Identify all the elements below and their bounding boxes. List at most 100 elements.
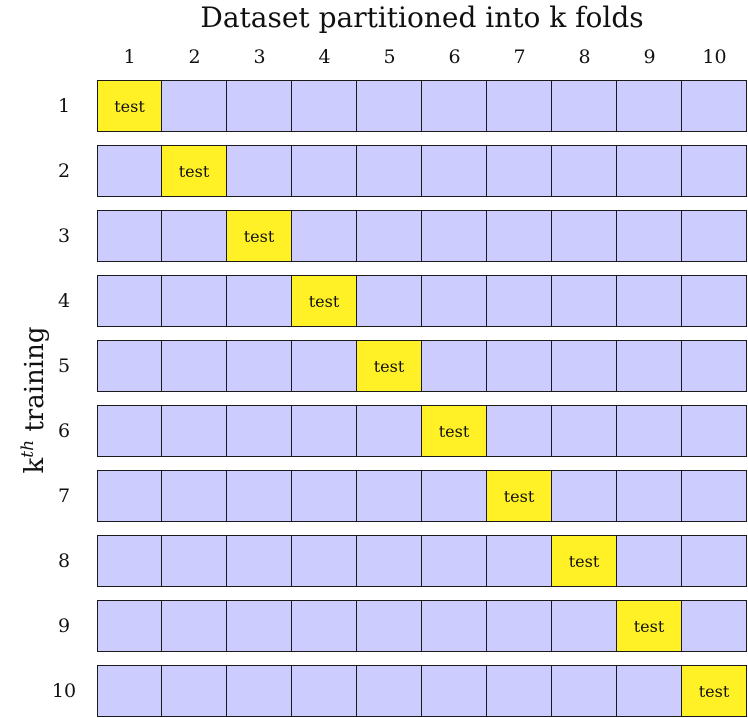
train-fold-cell [291, 665, 357, 717]
train-fold-cell [161, 470, 227, 522]
train-fold-cell [356, 535, 422, 587]
training-row-1: test [97, 80, 748, 132]
train-fold-cell [551, 665, 617, 717]
fold-number-10: 10 [702, 46, 727, 68]
train-fold-cell [356, 470, 422, 522]
train-fold-cell [291, 80, 357, 132]
test-fold-cell: test [97, 80, 162, 132]
training-row-4: test [97, 275, 748, 327]
train-fold-cell [226, 535, 292, 587]
train-fold-cell [551, 275, 617, 327]
train-fold-cell [161, 80, 227, 132]
train-fold-cell [97, 600, 162, 652]
train-fold-cell [291, 470, 357, 522]
fold-number-9: 9 [643, 46, 656, 68]
test-fold-cell: test [551, 535, 617, 587]
train-fold-cell [291, 145, 357, 197]
test-fold-cell: test [421, 405, 487, 457]
training-number-10: 10 [51, 680, 77, 702]
train-fold-cell [681, 210, 747, 262]
train-fold-cell [421, 535, 487, 587]
training-number-1: 1 [57, 95, 71, 117]
train-fold-cell [486, 145, 552, 197]
train-fold-cell [161, 275, 227, 327]
train-fold-cell [486, 275, 552, 327]
training-row-5: test [97, 340, 748, 392]
train-fold-cell [486, 535, 552, 587]
training-row-3: test [97, 210, 748, 262]
train-fold-cell [421, 210, 487, 262]
train-fold-cell [97, 210, 162, 262]
training-number-8: 8 [57, 550, 71, 572]
train-fold-cell [291, 535, 357, 587]
train-fold-cell [356, 275, 422, 327]
train-fold-cell [421, 470, 487, 522]
train-fold-cell [421, 600, 487, 652]
train-fold-cell [421, 145, 487, 197]
train-fold-cell [97, 405, 162, 457]
test-fold-cell: test [226, 210, 292, 262]
train-fold-cell [97, 665, 162, 717]
train-fold-cell [161, 340, 227, 392]
train-fold-cell [551, 210, 617, 262]
train-fold-cell [356, 80, 422, 132]
test-fold-cell: test [616, 600, 682, 652]
fold-number-7: 7 [513, 46, 526, 68]
train-fold-cell [421, 80, 487, 132]
fold-number-5: 5 [383, 46, 396, 68]
train-fold-cell [486, 80, 552, 132]
train-fold-cell [356, 600, 422, 652]
training-row-10: test [97, 665, 748, 717]
train-fold-cell [356, 145, 422, 197]
fold-number-2: 2 [188, 46, 201, 68]
train-fold-cell [551, 80, 617, 132]
train-fold-cell [551, 340, 617, 392]
train-fold-cell [161, 405, 227, 457]
train-fold-cell [681, 600, 747, 652]
train-fold-cell [681, 340, 747, 392]
train-fold-cell [486, 665, 552, 717]
fold-number-8: 8 [578, 46, 591, 68]
test-fold-cell: test [356, 340, 422, 392]
train-fold-cell [616, 145, 682, 197]
training-number-5: 5 [57, 355, 71, 377]
train-fold-cell [616, 535, 682, 587]
train-fold-cell [291, 210, 357, 262]
train-fold-cell [97, 340, 162, 392]
train-fold-cell [291, 340, 357, 392]
train-fold-cell [681, 405, 747, 457]
train-fold-cell [226, 665, 292, 717]
train-fold-cell [226, 470, 292, 522]
train-fold-cell [551, 145, 617, 197]
train-fold-cell [356, 210, 422, 262]
train-fold-cell [616, 665, 682, 717]
train-fold-cell [226, 340, 292, 392]
train-fold-cell [486, 405, 552, 457]
training-number-7: 7 [57, 485, 71, 507]
train-fold-cell [161, 600, 227, 652]
train-fold-cell [616, 80, 682, 132]
train-fold-cell [226, 145, 292, 197]
train-fold-cell [616, 405, 682, 457]
fold-number-4: 4 [318, 46, 331, 68]
train-fold-cell [226, 80, 292, 132]
train-fold-cell [161, 210, 227, 262]
train-fold-cell [421, 340, 487, 392]
train-fold-cell [681, 535, 747, 587]
train-fold-cell [291, 600, 357, 652]
train-fold-cell [421, 275, 487, 327]
train-fold-cell [97, 145, 162, 197]
train-fold-cell [226, 275, 292, 327]
train-fold-cell [616, 470, 682, 522]
train-fold-cell [97, 535, 162, 587]
train-fold-cell [616, 275, 682, 327]
train-fold-cell [681, 275, 747, 327]
train-fold-cell [486, 340, 552, 392]
test-fold-cell: test [291, 275, 357, 327]
train-fold-cell [551, 470, 617, 522]
test-fold-cell: test [681, 665, 747, 717]
training-number-4: 4 [57, 290, 71, 312]
test-fold-cell: test [161, 145, 227, 197]
train-fold-cell [486, 600, 552, 652]
